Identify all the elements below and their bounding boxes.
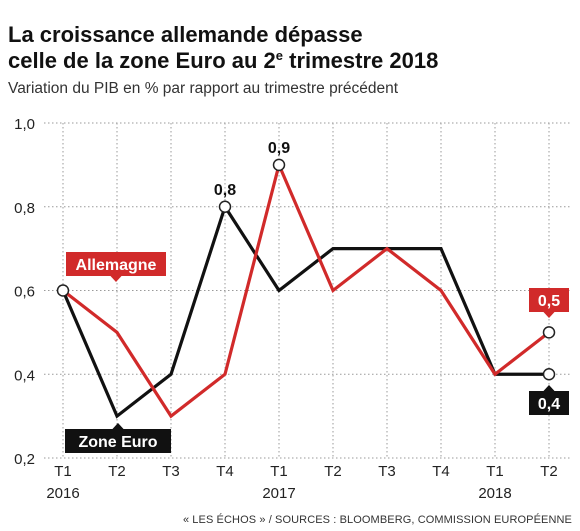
x-tick-label: T3	[162, 463, 180, 480]
x-tick-label: T4	[432, 463, 450, 480]
legend-label-zone-euro: Zone Euro	[65, 423, 171, 453]
title-line-2: celle de la zone Euro au 2e trimestre 20…	[8, 48, 572, 74]
annotation-badge-0-4-text: 0,4	[538, 396, 560, 413]
y-tick-label: 0,4	[14, 367, 35, 384]
x-tick-label: T4	[216, 463, 234, 480]
chart-subtitle: Variation du PIB en % par rapport au tri…	[8, 80, 399, 97]
legend-label-zone-euro-text: Zone Euro	[78, 434, 157, 451]
legend-label-allemagne-text: Allemagne	[76, 257, 157, 274]
title-line-2-end: trimestre 2018	[283, 48, 439, 73]
start-point-marker	[56, 284, 70, 297]
x-tick-label: T2	[324, 463, 342, 480]
legend-label-allemagne-pointer	[110, 275, 122, 282]
x-tick-label: T1	[270, 463, 288, 480]
annotation-badge-0-4: 0,4	[529, 385, 569, 415]
annotation-badge-0-4-box	[529, 391, 569, 415]
title-line-2-start: celle de la zone Euro au 2	[8, 48, 276, 73]
title-superscript: e	[275, 48, 283, 63]
x-tick-label: T3	[378, 463, 396, 480]
y-tick-label: 0,6	[14, 284, 35, 301]
x-tick-label: T1	[486, 463, 504, 480]
annotation-badge-0-5: 0,5	[529, 288, 569, 318]
series-line-zone-euro	[61, 203, 549, 419]
annotation-point-0-4	[542, 368, 556, 381]
source-credit: « LES ÉCHOS » / SOURCES : BLOOMBERG, COM…	[182, 514, 572, 526]
y-tick-label: 0,2	[14, 451, 35, 468]
annotation-point-0-8	[218, 200, 232, 213]
y-tick-label: 1,0	[14, 116, 35, 133]
annotation-badge-0-5-box	[529, 288, 569, 312]
annotation-badge-0-4-pointer	[543, 385, 555, 392]
title-line-1: La croissance allemande dépasse	[8, 22, 363, 47]
x-tick-label: T2	[540, 463, 558, 480]
annotation-badge-0-5-pointer	[543, 311, 555, 318]
year-label: 2016	[46, 485, 79, 502]
x-tick-label: T1	[54, 463, 72, 480]
year-label: 2017	[262, 485, 295, 502]
annotation-label-0-8: 0,8	[214, 182, 236, 199]
chart-title: La croissance allemande dépasse celle de…	[8, 22, 572, 74]
legend-label-allemagne-box	[66, 252, 166, 276]
annotation-badge-0-5-text: 0,5	[538, 293, 560, 310]
annotation-point-0-5	[542, 326, 556, 339]
legend-label-zone-euro-box	[65, 429, 171, 453]
annotation-point-0-9	[272, 158, 286, 172]
x-tick-label: T2	[108, 463, 126, 480]
annotation-label-0-9: 0,9	[268, 140, 290, 157]
y-tick-label: 0,8	[14, 200, 35, 217]
legend-label-allemagne: Allemagne	[66, 252, 166, 282]
legend-label-zone-euro-pointer	[112, 423, 124, 430]
series-line-allemagne	[62, 159, 550, 419]
year-label: 2018	[478, 485, 511, 502]
